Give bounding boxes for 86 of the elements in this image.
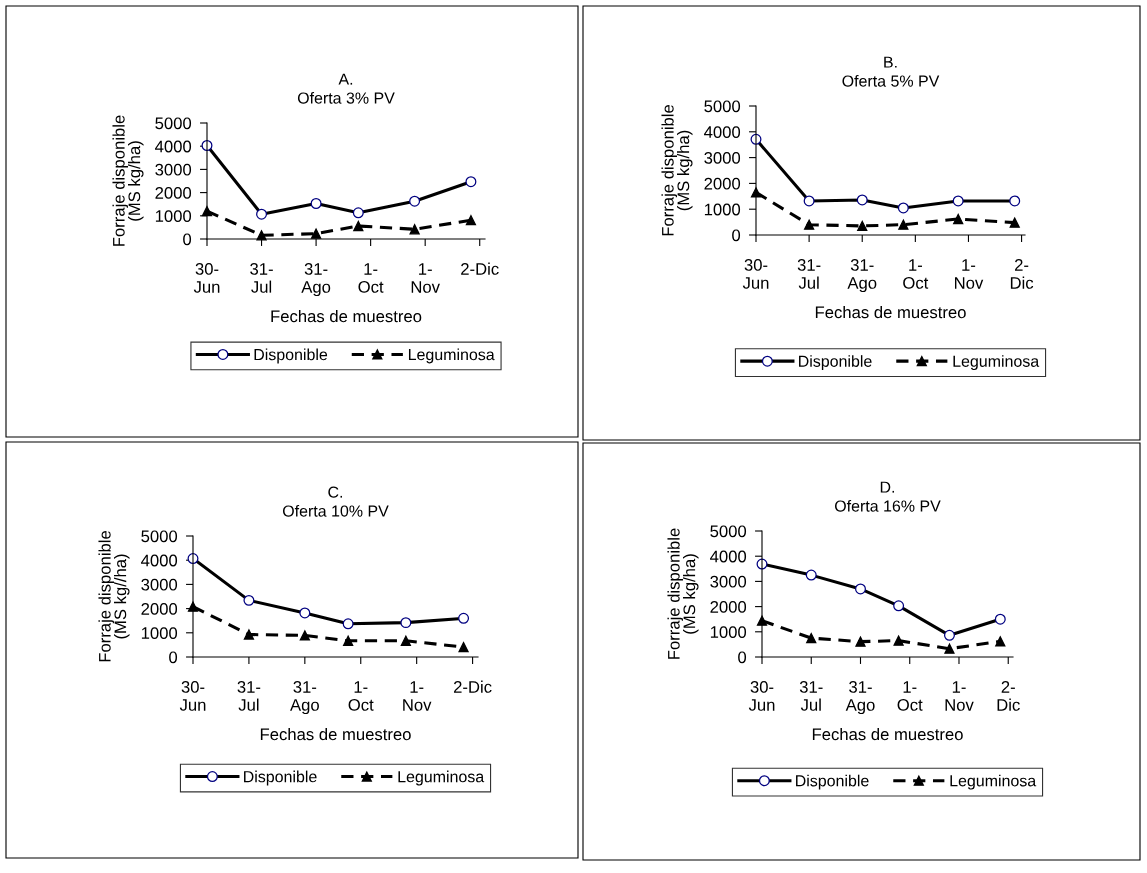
legend-label: Leguminosa [408,348,495,364]
y-axis-title: Forraje disponible (MS kg//ha) [98,531,130,662]
y-tick-label: 0 [183,233,192,246]
point [944,643,955,654]
y-tick-label: 4000 [155,140,192,153]
legend-label: Disponible [799,355,872,371]
x-tick-label: 1- Nov [403,681,432,711]
x-axis-title: Fechas de muestreo [812,727,963,741]
y-tick-label: 5000 [710,525,747,538]
x-tick-label: 31- Ago [847,259,877,293]
y-axis-title: Forraje disponible (MS kg/ha) [112,115,144,246]
x-tick-label: 2- Dic [997,681,1020,711]
legend-label: Leguminosa [398,770,485,786]
x-axis-title: Fechas de muestreo [271,309,422,323]
point [409,224,420,235]
point [465,215,477,226]
y-tick-label: 2000 [155,187,192,199]
y-tick-label: 2000 [141,603,178,615]
point [953,213,964,225]
point [342,635,354,646]
legend-label: Leguminosa [953,355,1040,371]
point [803,219,815,230]
x-tick-label: 31- Jul [799,681,823,711]
legend-label: Disponible [244,770,317,786]
x-tick-label: 31- Ago [301,263,331,297]
y-tick-label: 4000 [141,554,178,567]
x-tick-label: 1- Oct [903,259,929,289]
x-tick-label: 31- Jul [250,263,273,293]
y-tick-label: 0 [738,651,747,664]
x-tick-label: 31- Ago [845,681,875,715]
x-tick-label: 1- Oct [897,681,923,711]
y-tick-label: 1000 [155,210,192,222]
chart-title: D. Oferta 16% PV [834,481,941,512]
x-tick-label: 30- Jun [742,259,769,289]
y-tick-label: 3000 [141,578,178,591]
chart-title: A. Oferta 3% PV [297,73,395,104]
point [243,629,255,640]
x-tick-label: 2- Dic [1010,259,1034,289]
point [299,630,310,641]
y-tick-label: 3000 [155,163,192,176]
x-tick-label: 2-Dic [453,680,492,693]
x-tick-label: 31- Jul [237,681,261,711]
x-tick-label: 1- Oct [358,263,384,293]
x-tick-label: 30- Jun [193,263,220,293]
x-tick-label: 1- Nov [945,681,974,711]
x-axis-title: Fechas de muestreo [815,305,966,319]
y-tick-label: 2000 [704,177,741,190]
legend-label: Disponible [254,348,328,364]
y-tick-label: 0 [169,651,178,664]
x-tick-label: 2-Dic [461,262,499,275]
legend-label: Disponible [796,774,869,790]
y-axis-title: Forraje disponible (MS kg/ha) [667,528,699,659]
point [353,220,364,232]
chart-title: B. Oferta 5% PV [842,56,940,87]
y-tick-label: 1000 [141,627,178,639]
x-axis-title: Fechas de muestreo [260,727,411,741]
y-tick-label: 5000 [155,117,192,130]
point [893,635,904,646]
y-tick-label: 5000 [141,530,178,543]
x-tick-label: 1- Nov [411,263,440,293]
x-tick-label: 31- Ago [290,681,319,715]
y-axis-title: Forraje disponible (MS kg/ha) [661,105,693,236]
point [1009,217,1020,228]
y-tick-label: 2000 [710,601,747,613]
point [400,635,411,646]
x-tick-label: 1- Oct [348,681,374,711]
legend-label: Leguminosa [950,774,1037,790]
point [458,641,469,653]
y-tick-label: 0 [732,229,741,242]
point [857,220,868,232]
point [995,636,1006,647]
y-tick-label: 1000 [710,626,747,638]
x-tick-label: 30- Jun [179,681,206,711]
point [855,636,866,647]
x-tick-label: 30- Jun [748,681,775,711]
y-tick-label: 4000 [710,550,747,563]
chart-title: C. Oferta 10% PV [282,486,389,517]
y-tick-label: 5000 [704,100,741,113]
x-tick-label: 31- Jul [797,259,821,289]
y-tick-label: 3000 [704,152,741,164]
point [898,219,909,230]
y-tick-label: 4000 [704,126,741,138]
y-tick-label: 3000 [710,575,747,588]
point [806,632,817,644]
y-tick-label: 1000 [704,203,741,216]
x-tick-label: 1- Nov [955,259,984,289]
